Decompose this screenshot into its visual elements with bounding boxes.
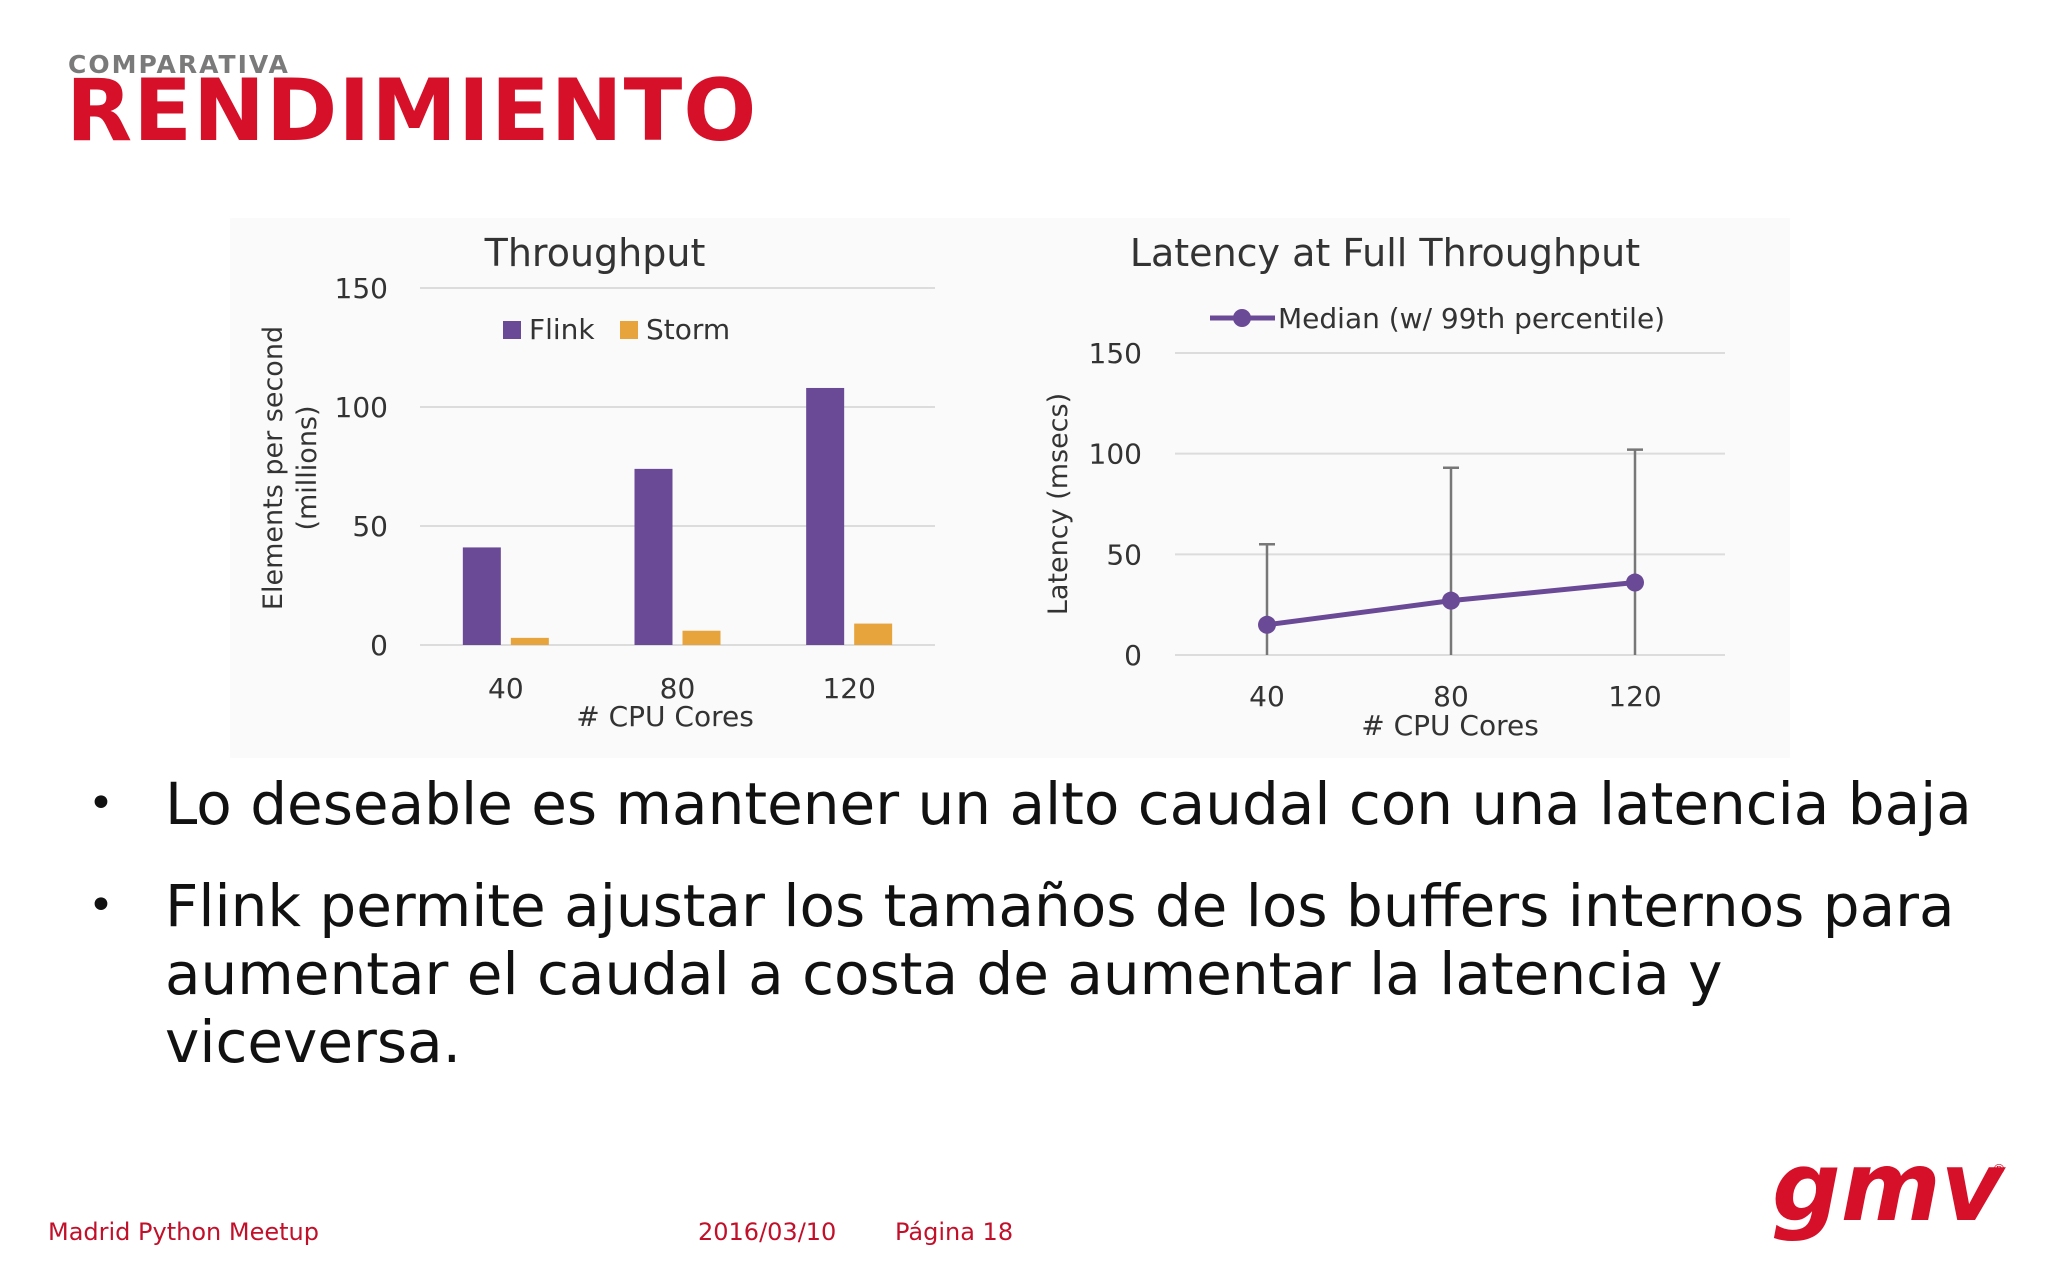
throughput-legend-label: Flink — [529, 313, 595, 346]
throughput-legend-swatch — [620, 321, 638, 339]
bullet-item: • Flink permite ajustar los tamaños de l… — [80, 872, 1980, 1076]
latency-y-tick: 50 — [1106, 538, 1142, 571]
bullet-text: Flink permite ajustar los tamaños de los… — [165, 872, 1955, 1076]
bullet-dot: • — [88, 778, 114, 829]
latency-y-tick: 0 — [1124, 639, 1142, 672]
throughput-bar-flink — [634, 468, 673, 645]
footer-page: Página 18 — [895, 1218, 1014, 1246]
throughput-y-label-units: (millions) — [292, 405, 323, 530]
latency-x-tick: 80 — [1433, 680, 1469, 713]
logo-text: gmv — [1772, 1140, 2007, 1243]
throughput-x-tick: 80 — [660, 672, 696, 705]
throughput-title: Throughput — [484, 231, 706, 275]
bullet-text: Lo deseable es mantener un alto caudal c… — [165, 770, 1972, 838]
bullet-list: • Lo deseable es mantener un alto caudal… — [80, 770, 1980, 1110]
latency-point — [1258, 615, 1276, 634]
throughput-legend-swatch — [503, 321, 521, 339]
throughput-y-tick: 100 — [335, 391, 388, 424]
latency-x-tick: 40 — [1249, 680, 1285, 713]
slide-title: RENDIMIENTO — [66, 61, 758, 161]
charts-svg: Throughput 0 50 100 150 40 80 120 # CPU Cores Ele… — [258, 231, 1725, 742]
latency-x-label: # CPU Cores — [1361, 709, 1539, 742]
charts-figure: Throughput 0 50 100 150 40 80 120 # CPU Cores Ele… — [230, 218, 1790, 758]
throughput-x-tick: 120 — [822, 672, 875, 705]
throughput-y-tick: 50 — [352, 510, 388, 543]
logo-registered: ® — [1992, 1162, 2006, 1178]
throughput-bar-storm — [682, 630, 721, 645]
latency-legend-label: Median (w/ 99th percentile) — [1278, 302, 1665, 335]
latency-y-tick: 100 — [1089, 438, 1142, 471]
latency-title: Latency at Full Throughput — [1130, 231, 1640, 275]
latency-point — [1442, 591, 1460, 610]
throughput-bar-storm — [510, 637, 549, 645]
throughput-y-tick: 150 — [335, 272, 388, 305]
throughput-bar-flink — [462, 547, 501, 645]
throughput-x-label: # CPU Cores — [576, 700, 754, 733]
throughput-y-label: Elements per second — [258, 326, 289, 610]
bullet-dot: • — [88, 880, 114, 931]
latency-y-tick: 150 — [1089, 337, 1142, 370]
throughput-bar-flink — [806, 387, 845, 645]
latency-x-tick: 120 — [1608, 680, 1661, 713]
footer-date: 2016/03/10 — [698, 1218, 837, 1246]
gmv-logo: gmv ® — [1772, 1140, 2007, 1243]
throughput-legend-label: Storm — [646, 313, 730, 346]
throughput-y-tick: 0 — [370, 629, 388, 662]
latency-y-label: Latency (msecs) — [1043, 393, 1074, 615]
throughput-x-tick: 40 — [488, 672, 524, 705]
footer-event: Madrid Python Meetup — [48, 1218, 319, 1246]
latency-legend-marker — [1233, 309, 1251, 327]
kicker: COMPARATIVA — [68, 50, 290, 79]
bullet-item: • Lo deseable es mantener un alto caudal… — [80, 770, 1980, 838]
throughput-bar-storm — [854, 623, 893, 645]
latency-point — [1626, 573, 1644, 592]
